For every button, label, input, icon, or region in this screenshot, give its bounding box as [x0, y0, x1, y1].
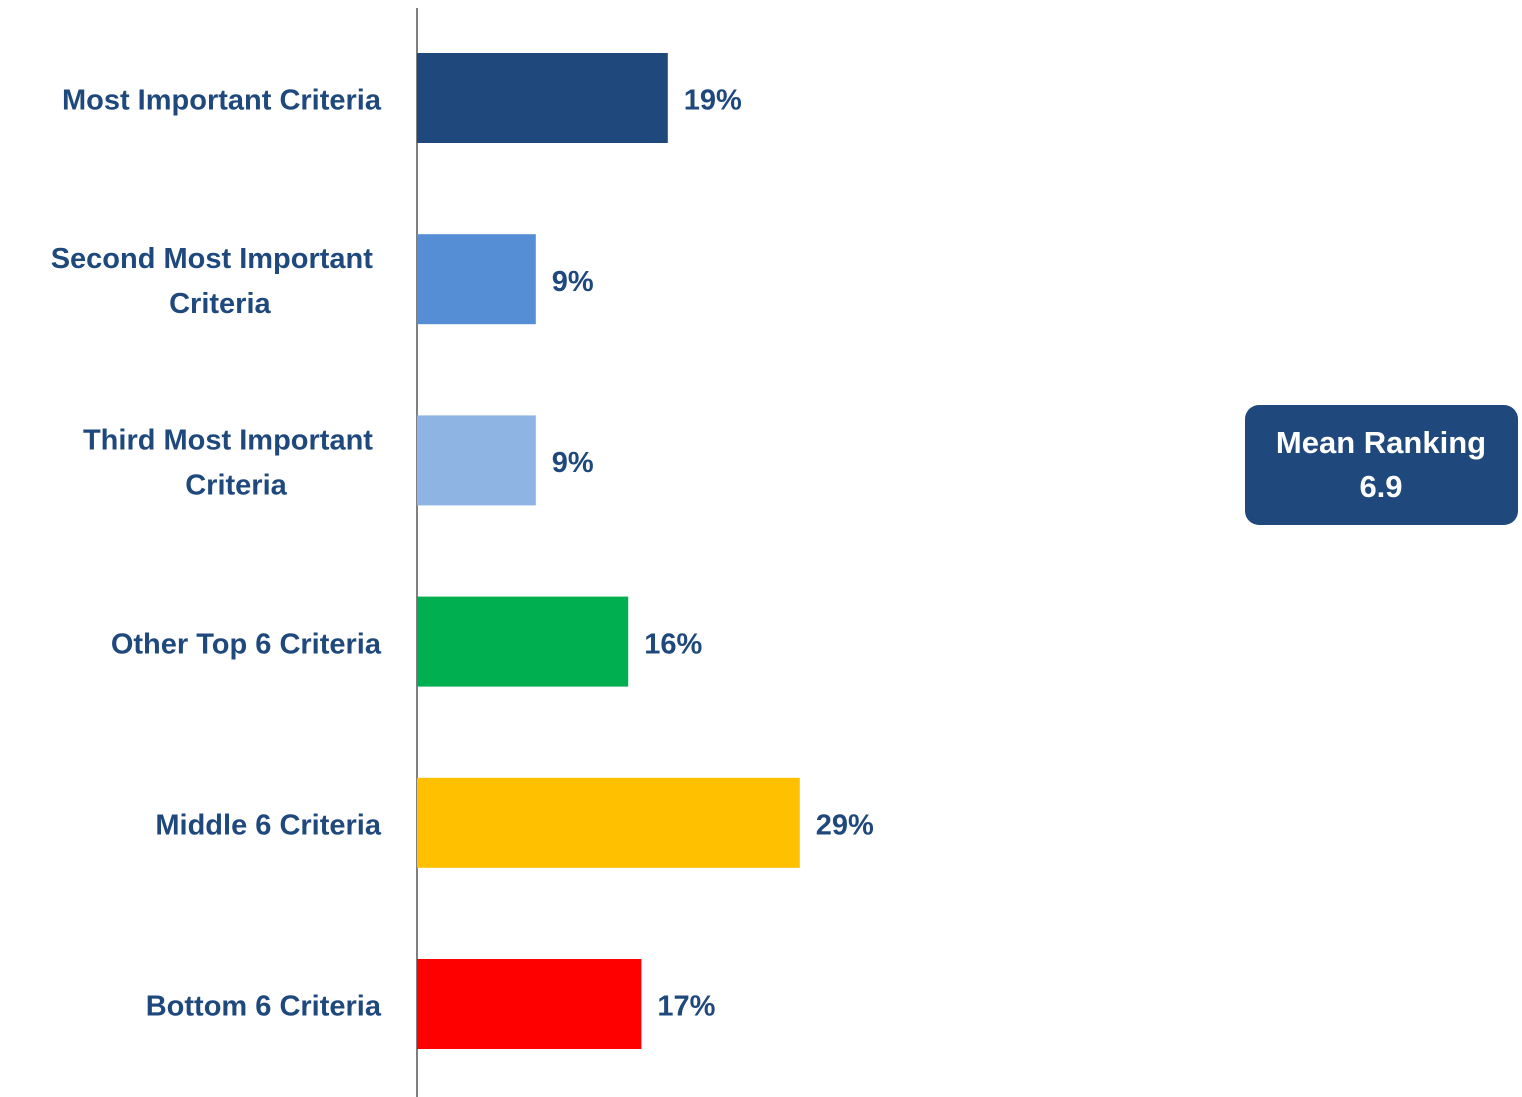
category-label: Most Important Criteria — [62, 85, 382, 117]
value-label: 17% — [657, 991, 715, 1023]
annotation-label: Mean Ranking — [1276, 425, 1486, 460]
bar — [417, 415, 536, 506]
annotation-value: 6.9 — [1359, 469, 1402, 504]
value-label: 9% — [552, 447, 594, 479]
bar — [417, 234, 536, 325]
value-label: 19% — [684, 85, 742, 117]
annotation-box — [1245, 405, 1518, 525]
value-label: 9% — [552, 266, 594, 298]
category-label: Middle 6 Criteria — [155, 809, 381, 841]
bar — [417, 596, 629, 687]
value-label: 16% — [644, 628, 702, 660]
bar — [417, 959, 642, 1049]
value-label: 29% — [816, 809, 874, 841]
category-label: Other Top 6 Criteria — [111, 628, 382, 660]
bar — [417, 53, 668, 143]
category-label: Second Most Important Criteria — [51, 243, 381, 320]
category-label: Bottom 6 Criteria — [146, 991, 382, 1023]
category-label: Third Most Important Criteria — [83, 424, 381, 501]
bar — [417, 777, 800, 868]
